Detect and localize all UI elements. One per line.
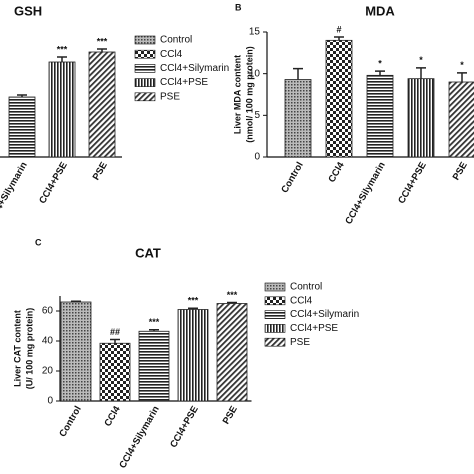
y-tick-label: 40 <box>42 336 54 347</box>
significance-label: * <box>378 59 382 69</box>
x-tick-label: CCl4 <box>102 404 123 429</box>
y-tick-label: 20 <box>42 366 54 377</box>
legend-swatch <box>134 78 156 87</box>
y-tick-label: 5 <box>254 110 260 121</box>
legend-swatch <box>264 282 286 292</box>
error-bar <box>71 300 81 302</box>
legend-label: Control <box>290 282 322 293</box>
legend-swatch <box>264 337 286 347</box>
significance-label: *** <box>188 296 199 306</box>
chart-title: MDA <box>365 3 395 18</box>
legend-swatch <box>134 92 156 102</box>
error-bar <box>375 70 385 76</box>
legend-swatch <box>134 35 156 45</box>
legend-label: CCl4+PSE <box>290 323 338 334</box>
bar <box>99 342 131 402</box>
error-bar <box>416 67 426 79</box>
y-tick-label: 10 <box>249 68 261 79</box>
bar <box>216 303 248 402</box>
bar <box>88 51 116 158</box>
legend-label: CCl4+PSE <box>160 77 208 88</box>
legend-swatch <box>264 324 286 333</box>
bar <box>138 330 170 402</box>
bar <box>366 74 394 158</box>
x-tick-label: CCl4+Silymarin <box>117 404 162 470</box>
legend-label: PSE <box>160 91 180 102</box>
x-tick-label: CCl4+PSE <box>168 404 201 450</box>
bar <box>177 309 209 402</box>
bar <box>407 78 435 158</box>
y-axis-label: Liver CAT content <box>12 310 22 387</box>
error-bar <box>293 67 303 80</box>
significance-label: * <box>419 55 423 65</box>
significance-label: * <box>460 60 464 70</box>
error-bar <box>17 94 27 97</box>
legend-label: PSE <box>290 337 310 348</box>
significance-label: *** <box>149 317 160 327</box>
y-axis-label: (nmol/ 100 mg protein) <box>244 46 254 143</box>
x-tick-label: CCl4+Silymarin <box>0 160 30 226</box>
x-tick-label: PSE <box>91 160 110 182</box>
error-bar <box>188 307 198 310</box>
y-tick-label: 0 <box>254 152 260 163</box>
error-bar <box>97 48 107 52</box>
error-bar <box>227 301 237 304</box>
significance-label: *** <box>57 44 68 54</box>
bar <box>60 301 92 402</box>
legend-label: CCl4 <box>290 295 313 306</box>
significance-label: *** <box>97 36 108 46</box>
error-bar <box>149 329 159 332</box>
legend-label: Control <box>160 35 192 46</box>
panel-label: C <box>35 237 42 247</box>
x-tick-label: CCl4 <box>326 160 347 185</box>
legend-swatch <box>134 49 156 59</box>
bar <box>448 81 474 158</box>
error-bar <box>457 72 467 82</box>
x-tick-label: PSE <box>451 160 470 182</box>
legend-label: CCl4+Silymarin <box>160 63 229 74</box>
error-bar <box>334 36 344 41</box>
legend-label: CCl4 <box>160 49 183 60</box>
chart-title: CAT <box>135 245 161 260</box>
y-axis-label: Liver MDA content <box>232 55 242 134</box>
significance-label: # <box>336 24 341 34</box>
legend-label: CCl4+Silymarin <box>290 309 359 320</box>
x-tick-label: PSE <box>221 404 240 426</box>
legend-swatch <box>134 64 156 73</box>
x-tick-label: Control <box>279 160 305 195</box>
x-tick-label: CCl4+PSE <box>37 160 70 206</box>
bar <box>48 61 76 158</box>
bar <box>284 79 312 158</box>
error-bar <box>57 56 67 62</box>
x-tick-label: CCl4+PSE <box>396 160 429 206</box>
legend-swatch <box>264 296 286 306</box>
significance-label: *** <box>227 290 238 300</box>
bar <box>325 39 353 158</box>
legend-swatch <box>264 310 286 319</box>
bar <box>8 96 36 158</box>
y-tick-label: 60 <box>42 306 54 317</box>
y-tick-label: 0 <box>47 396 53 407</box>
error-bar <box>110 338 120 344</box>
y-tick-label: 15 <box>249 27 261 38</box>
significance-label: ## <box>110 327 120 337</box>
chart-title: GSH <box>14 3 42 18</box>
y-axis-label: (U/ 100 mg protein) <box>24 308 34 390</box>
x-tick-label: Control <box>57 404 83 439</box>
x-tick-label: CCl4+Silymarin <box>343 160 388 226</box>
panel-label: B <box>235 2 242 12</box>
